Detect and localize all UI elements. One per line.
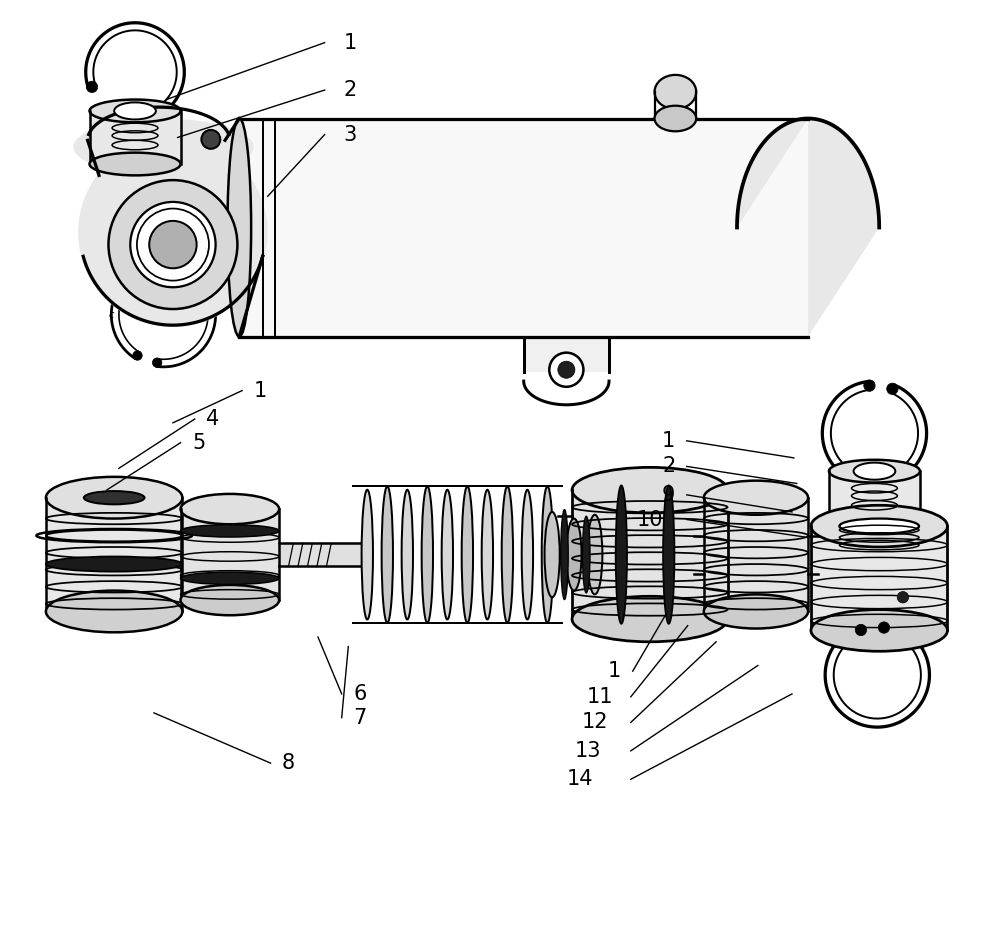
Ellipse shape [442, 490, 453, 619]
Circle shape [864, 380, 875, 392]
Circle shape [201, 130, 220, 149]
Text: 2: 2 [662, 456, 675, 477]
FancyBboxPatch shape [181, 509, 279, 600]
Text: 11: 11 [586, 686, 613, 707]
Circle shape [130, 202, 216, 287]
Ellipse shape [561, 510, 568, 600]
Text: 4: 4 [206, 409, 219, 429]
Text: c: c [109, 310, 114, 319]
Ellipse shape [181, 585, 279, 615]
Ellipse shape [382, 486, 393, 623]
Circle shape [152, 358, 162, 368]
Text: 7: 7 [353, 707, 366, 728]
Ellipse shape [181, 494, 279, 524]
Ellipse shape [704, 594, 808, 629]
Ellipse shape [114, 102, 156, 119]
Ellipse shape [587, 515, 602, 594]
Ellipse shape [811, 505, 947, 547]
FancyBboxPatch shape [239, 118, 808, 337]
Text: 1: 1 [344, 32, 357, 53]
Ellipse shape [181, 525, 279, 537]
Ellipse shape [839, 519, 919, 534]
Ellipse shape [829, 513, 920, 536]
Ellipse shape [582, 517, 590, 593]
Ellipse shape [462, 486, 473, 623]
Text: 3: 3 [344, 124, 357, 145]
Ellipse shape [482, 490, 493, 619]
Circle shape [101, 101, 112, 113]
Ellipse shape [811, 610, 947, 651]
Ellipse shape [73, 118, 254, 175]
Ellipse shape [46, 556, 182, 572]
Text: 5: 5 [192, 432, 205, 453]
Circle shape [897, 592, 909, 603]
Circle shape [149, 221, 197, 268]
Ellipse shape [46, 591, 182, 632]
Text: 9: 9 [662, 484, 675, 505]
FancyBboxPatch shape [524, 337, 609, 372]
Circle shape [878, 622, 890, 633]
FancyBboxPatch shape [811, 526, 947, 630]
Text: 14: 14 [566, 769, 593, 790]
Ellipse shape [362, 490, 373, 619]
FancyBboxPatch shape [829, 471, 920, 524]
Ellipse shape [46, 477, 182, 519]
Ellipse shape [422, 486, 433, 623]
FancyBboxPatch shape [704, 498, 808, 611]
FancyBboxPatch shape [46, 498, 182, 611]
Ellipse shape [704, 481, 808, 515]
Text: 1: 1 [608, 661, 621, 682]
Circle shape [549, 353, 583, 387]
Circle shape [78, 137, 268, 327]
Text: 12: 12 [582, 712, 608, 733]
Circle shape [887, 383, 898, 394]
Text: 13: 13 [575, 740, 601, 761]
Ellipse shape [90, 153, 181, 175]
Text: 2: 2 [344, 80, 357, 100]
Text: 1: 1 [254, 380, 267, 401]
Circle shape [86, 82, 98, 93]
Ellipse shape [542, 486, 553, 623]
Ellipse shape [663, 485, 674, 624]
Ellipse shape [522, 490, 533, 619]
Ellipse shape [90, 100, 181, 122]
Circle shape [855, 625, 867, 636]
Text: 8: 8 [282, 753, 295, 774]
Ellipse shape [572, 467, 728, 513]
Ellipse shape [227, 118, 251, 337]
Text: 10: 10 [637, 509, 663, 530]
Ellipse shape [655, 106, 696, 132]
Circle shape [558, 361, 575, 378]
FancyBboxPatch shape [279, 543, 367, 566]
Circle shape [133, 351, 142, 360]
Ellipse shape [502, 486, 513, 623]
FancyBboxPatch shape [90, 111, 181, 164]
Ellipse shape [402, 490, 413, 619]
Ellipse shape [572, 596, 728, 642]
Ellipse shape [84, 491, 145, 504]
Ellipse shape [655, 75, 696, 109]
Ellipse shape [616, 485, 627, 624]
Ellipse shape [181, 573, 279, 584]
Text: 6: 6 [353, 684, 366, 704]
Ellipse shape [566, 519, 582, 591]
FancyBboxPatch shape [572, 490, 728, 619]
Text: 1: 1 [662, 430, 675, 451]
Ellipse shape [854, 463, 895, 480]
Polygon shape [737, 118, 879, 337]
Ellipse shape [545, 512, 560, 597]
Circle shape [108, 180, 237, 309]
Ellipse shape [829, 460, 920, 483]
